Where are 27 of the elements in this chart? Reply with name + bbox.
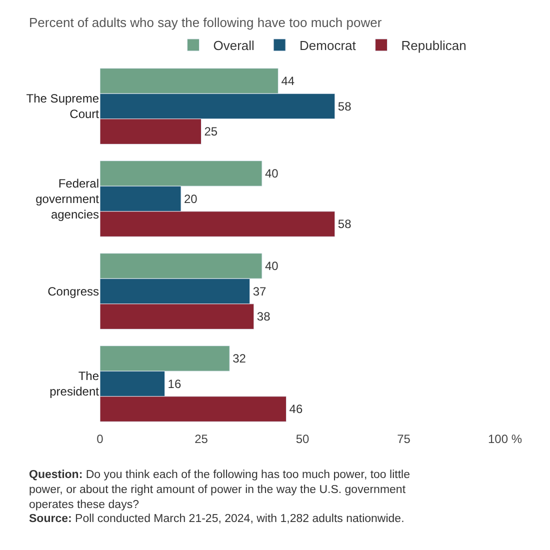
source-note: Source: Poll conducted March 21-25, 2024, with 1,282 adults nationwide. xyxy=(29,513,404,525)
data-label: 46 xyxy=(289,402,303,416)
x-tick-label: 0 xyxy=(96,432,104,446)
legend-label: Overall xyxy=(213,38,255,54)
data-label: 58 xyxy=(338,99,352,114)
x-tick-label: 100 % xyxy=(488,432,522,446)
data-label: 32 xyxy=(232,351,246,366)
data-label: 37 xyxy=(252,284,267,298)
data-label: 20 xyxy=(184,192,198,206)
data-label: 44 xyxy=(281,74,295,88)
text: Question: Do you think each of the following has too much power, too little power, or about the right amount of power in the way the U.S. government operates these days? xyxy=(29,469,410,511)
x-tick-label: 75 xyxy=(397,432,411,446)
legend-label: Republican xyxy=(401,38,466,54)
data-label: 38 xyxy=(256,310,271,324)
data-label: 40 xyxy=(265,166,279,180)
x-tick-label: 25 xyxy=(194,432,208,446)
data-label: 58 xyxy=(338,217,352,232)
legend-label: Democrat xyxy=(300,38,356,54)
y-tick-label: Congress xyxy=(48,284,99,298)
data-label: 40 xyxy=(265,258,279,273)
chart-subtitle: Percent of adults who say the following have too much power xyxy=(29,15,382,30)
y-tick-label: The Supreme Court xyxy=(26,92,100,122)
x-tick-label: 50 xyxy=(296,432,310,446)
y-tick-label: The president xyxy=(50,369,100,399)
data-label: 25 xyxy=(204,124,218,139)
data-label: 16 xyxy=(168,376,182,391)
y-tick-label: Federal government agencies xyxy=(36,176,100,222)
